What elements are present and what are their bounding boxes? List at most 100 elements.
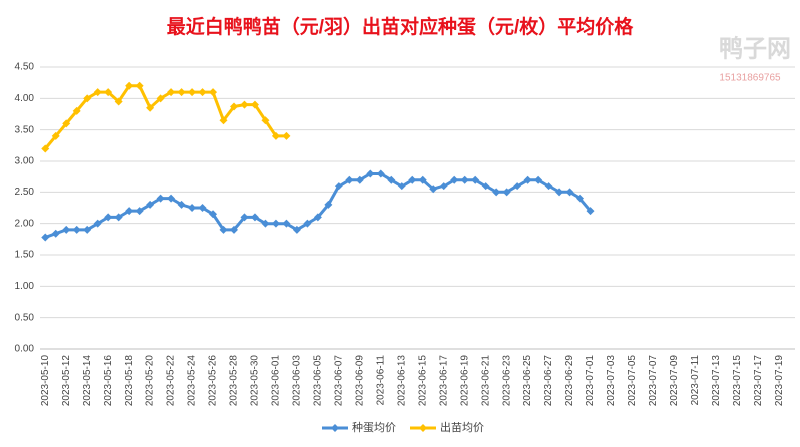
x-tick-label: 2023-05-30 (250, 355, 261, 407)
marker (429, 185, 438, 194)
marker (534, 175, 543, 184)
series-line (44, 84, 287, 150)
x-tick-label: 2023-05-24 (187, 355, 198, 407)
marker (502, 188, 511, 197)
x-tick-label: 2023-05-26 (208, 355, 219, 407)
x-tick-label: 2023-06-17 (438, 355, 449, 407)
marker (355, 175, 364, 184)
y-tick-label: 4.00 (15, 93, 35, 104)
marker (397, 182, 406, 191)
x-tick-label: 2023-07-11 (690, 355, 701, 406)
marker (418, 175, 427, 184)
marker (240, 213, 249, 222)
x-tick-label: 2023-05-12 (61, 355, 72, 407)
marker (240, 100, 249, 109)
marker (209, 88, 218, 97)
x-tick-label: 2023-05-22 (166, 355, 177, 407)
marker (376, 169, 385, 178)
marker (135, 81, 144, 90)
x-tick-label: 2023-06-15 (417, 355, 428, 407)
x-tick-label: 2023-07-03 (606, 355, 617, 407)
marker (62, 225, 71, 234)
marker (555, 188, 564, 197)
marker (229, 102, 238, 111)
marker (513, 182, 522, 191)
x-tick-label: 2023-06-01 (271, 355, 282, 407)
marker (198, 88, 207, 97)
marker (188, 204, 197, 212)
y-tick-label: 2.50 (15, 187, 35, 198)
marker (177, 200, 186, 209)
marker (219, 116, 228, 125)
marker (292, 225, 301, 234)
marker (146, 103, 155, 112)
marker (114, 97, 123, 106)
marker (156, 194, 165, 203)
marker (209, 210, 218, 219)
x-tick-label: 2023-07-05 (627, 355, 638, 407)
y-tick-label: 3.50 (15, 124, 35, 135)
marker (250, 100, 259, 109)
marker (72, 106, 81, 115)
marker (41, 144, 50, 153)
series-line (44, 172, 592, 239)
marker (366, 169, 375, 178)
x-tick-label: 2023-06-23 (501, 355, 512, 407)
marker (271, 131, 280, 140)
marker (62, 119, 71, 128)
x-tick-label: 2023-07-15 (732, 355, 743, 407)
marker (83, 94, 92, 103)
x-tick-label: 2023-05-18 (124, 355, 135, 407)
marker (261, 116, 270, 125)
x-tick-label: 2023-06-13 (396, 355, 407, 407)
marker (334, 182, 343, 191)
marker (523, 175, 532, 184)
x-tick-label: 2023-06-05 (313, 355, 324, 407)
marker (41, 233, 50, 242)
x-tick-label: 2023-06-27 (543, 355, 554, 407)
y-tick-label: 2.00 (15, 218, 35, 229)
marker (177, 88, 186, 97)
x-tick-label: 2023-06-03 (292, 355, 303, 407)
y-tick-label: 3.00 (15, 156, 35, 167)
x-tick-label: 2023-06-29 (564, 355, 575, 407)
marker (576, 194, 585, 203)
marker (282, 219, 291, 228)
marker (146, 200, 155, 209)
marker (313, 213, 322, 222)
x-tick-label: 2023-05-10 (40, 355, 51, 407)
watermark-phone: 15131869765 (719, 73, 781, 84)
x-tick-label: 2023-06-09 (354, 355, 365, 407)
legend-marker (331, 424, 339, 432)
marker (450, 175, 459, 184)
y-tick-label: 1.00 (15, 281, 35, 292)
y-tick-label: 4.50 (15, 62, 35, 73)
watermark: 鸭子网 (719, 35, 791, 62)
x-tick-label: 2023-06-25 (522, 355, 533, 407)
x-tick-label: 2023-05-16 (103, 355, 114, 407)
x-tick-label: 2023-06-21 (480, 355, 491, 407)
y-tick-label: 0.50 (15, 312, 35, 323)
marker (544, 182, 553, 191)
marker (282, 131, 291, 140)
legend-marker (419, 424, 427, 432)
marker (93, 219, 102, 228)
marker (51, 229, 60, 238)
marker (188, 88, 197, 97)
marker (72, 225, 81, 234)
x-tick-label: 2023-06-11 (375, 355, 386, 406)
marker (104, 88, 113, 97)
x-tick-label: 2023-07-01 (585, 355, 596, 407)
x-tick-label: 2023-06-07 (333, 355, 344, 407)
x-tick-label: 2023-07-07 (648, 355, 659, 407)
marker (83, 225, 92, 234)
marker (125, 207, 134, 216)
y-tick-label: 1.50 (15, 250, 35, 261)
x-tick-label: 2023-07-19 (774, 355, 785, 407)
marker (492, 188, 501, 197)
marker (156, 94, 165, 103)
marker (303, 219, 312, 228)
marker (261, 219, 270, 228)
marker (460, 175, 469, 184)
